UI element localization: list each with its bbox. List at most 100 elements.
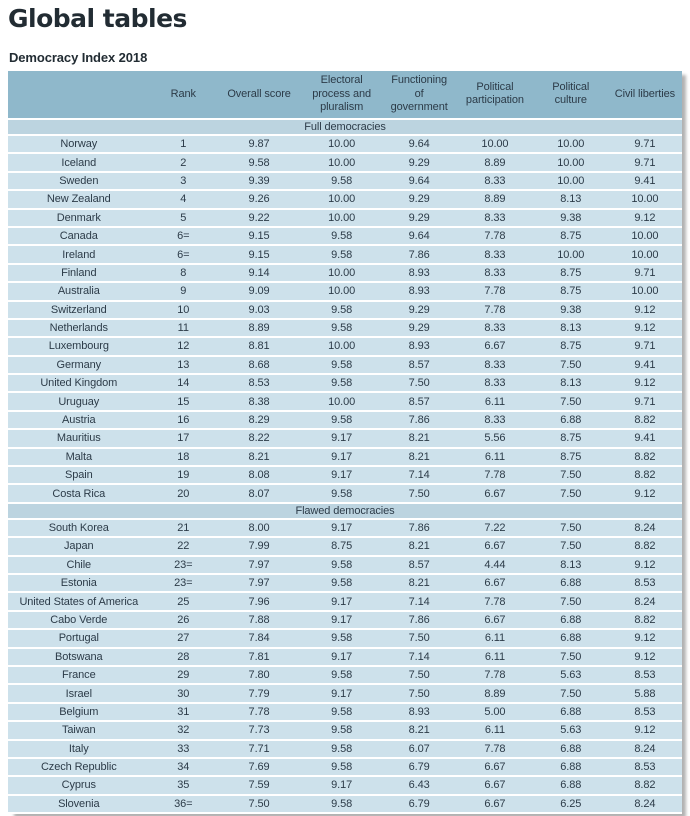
- score-cell: 7.79: [216, 685, 302, 702]
- democracy-index-table: Rank Overall score Electoral process and p…: [8, 69, 682, 814]
- score-cell: 9.26: [216, 191, 302, 208]
- score-cell: 8.57: [382, 393, 457, 410]
- rank-cell: 5: [149, 209, 217, 226]
- rank-cell: 23=: [149, 574, 217, 592]
- score-cell: 8.82: [607, 538, 682, 555]
- score-cell: 7.50: [382, 485, 457, 502]
- score-cell: 7.59: [216, 777, 302, 794]
- score-cell: 9.14: [216, 264, 302, 282]
- score-cell: 9.29: [382, 154, 457, 171]
- rank-cell: 36=: [149, 795, 217, 813]
- score-cell: 9.41: [607, 430, 682, 447]
- score-cell: 9.58: [301, 301, 383, 318]
- score-cell: 8.33: [456, 356, 534, 374]
- score-cell: 5.56: [456, 430, 534, 447]
- rank-cell: 25: [149, 593, 217, 610]
- score-cell: 8.93: [382, 264, 457, 282]
- score-cell: 8.75: [533, 264, 608, 282]
- country-cell: Australia: [8, 283, 150, 300]
- score-cell: 6.25: [533, 795, 608, 813]
- score-cell: 8.81: [216, 338, 302, 355]
- score-cell: 9.41: [607, 172, 682, 190]
- score-cell: 7.69: [216, 758, 302, 776]
- score-cell: 9.17: [301, 448, 383, 466]
- score-cell: 7.78: [456, 301, 534, 318]
- table-row: South Korea 21 8.00 9.17 7.86 7.22 7.50 8.24: [8, 519, 682, 537]
- score-cell: 8.24: [607, 519, 682, 537]
- score-cell: 8.38: [216, 393, 302, 410]
- score-cell: 9.58: [301, 703, 383, 721]
- table-row: Belgium 31 7.78 9.58 8.93 5.00 6.88 8.53: [8, 703, 682, 721]
- score-cell: 8.07: [216, 485, 302, 502]
- score-cell: 8.75: [533, 448, 608, 466]
- score-cell: 7.50: [382, 685, 457, 702]
- score-cell: 10.00: [301, 393, 383, 410]
- score-cell: 6.88: [533, 703, 608, 721]
- score-cell: 9.09: [216, 283, 302, 300]
- score-cell: 8.53: [216, 375, 302, 392]
- score-cell: 10.00: [301, 191, 383, 208]
- score-cell: 9.17: [301, 430, 383, 447]
- score-cell: 6.07: [382, 740, 457, 757]
- score-cell: 6.79: [382, 795, 457, 813]
- score-cell: 5.63: [533, 666, 608, 684]
- score-cell: 9.58: [301, 722, 383, 739]
- table-row: Germany 13 8.68 9.58 8.57 8.33 7.50 9.41: [8, 356, 682, 374]
- score-cell: 8.33: [456, 246, 534, 263]
- score-cell: 8.21: [216, 448, 302, 466]
- rank-cell: 4: [149, 191, 217, 208]
- score-cell: 8.13: [533, 319, 608, 337]
- score-cell: 7.50: [382, 666, 457, 684]
- score-cell: 6.88: [533, 411, 608, 429]
- score-cell: 6.67: [456, 611, 534, 629]
- country-cell: Slovenia: [8, 795, 150, 813]
- score-cell: 8.89: [216, 319, 302, 337]
- score-cell: 7.78: [456, 593, 534, 610]
- score-cell: 6.11: [456, 448, 534, 466]
- column-header: Civil liberties: [607, 70, 682, 118]
- score-cell: 8.53: [607, 703, 682, 721]
- score-cell: 9.58: [216, 154, 302, 171]
- table-row: Denmark 5 9.22 10.00 9.29 8.33 9.38 9.12: [8, 209, 682, 226]
- rank-cell: 15: [149, 393, 217, 410]
- column-header: [8, 70, 150, 118]
- score-cell: 8.33: [456, 264, 534, 282]
- score-cell: 10.00: [301, 283, 383, 300]
- score-cell: 7.73: [216, 722, 302, 739]
- score-cell: 10.00: [533, 136, 608, 153]
- score-cell: 8.21: [382, 574, 457, 592]
- score-cell: 6.11: [456, 722, 534, 739]
- score-cell: 8.57: [382, 356, 457, 374]
- country-cell: Cyprus: [8, 777, 150, 794]
- score-cell: 8.89: [456, 191, 534, 208]
- score-cell: 10.00: [533, 154, 608, 171]
- score-cell: 10.00: [301, 136, 383, 153]
- column-header: Political culture: [533, 70, 608, 118]
- country-cell: Iceland: [8, 154, 150, 171]
- rank-cell: 13: [149, 356, 217, 374]
- score-cell: 9.58: [301, 172, 383, 190]
- country-cell: Malta: [8, 448, 150, 466]
- score-cell: 9.12: [607, 301, 682, 318]
- country-cell: Belgium: [8, 703, 150, 721]
- score-cell: 8.33: [456, 172, 534, 190]
- score-cell: 5.88: [607, 685, 682, 702]
- score-cell: 10.00: [301, 264, 383, 282]
- country-cell: South Korea: [8, 519, 150, 537]
- score-cell: 9.12: [607, 485, 682, 502]
- score-cell: 9.58: [301, 411, 383, 429]
- rank-cell: 27: [149, 630, 217, 647]
- rank-cell: 10: [149, 301, 217, 318]
- rank-cell: 2: [149, 154, 217, 171]
- table-row: Japan 22 7.99 8.75 8.21 6.67 7.50 8.82: [8, 538, 682, 555]
- country-cell: Botswana: [8, 648, 150, 665]
- score-cell: 9.71: [607, 136, 682, 153]
- rank-cell: 3: [149, 172, 217, 190]
- score-cell: 8.82: [607, 777, 682, 794]
- score-cell: 7.86: [382, 611, 457, 629]
- score-cell: 8.24: [607, 795, 682, 813]
- table-row: Estonia 23= 7.97 9.58 8.21 6.67 6.88 8.53: [8, 574, 682, 592]
- table-row: Uruguay 15 8.38 10.00 8.57 6.11 7.50 9.71: [8, 393, 682, 410]
- score-cell: 9.71: [607, 393, 682, 410]
- rank-cell: 6=: [149, 227, 217, 245]
